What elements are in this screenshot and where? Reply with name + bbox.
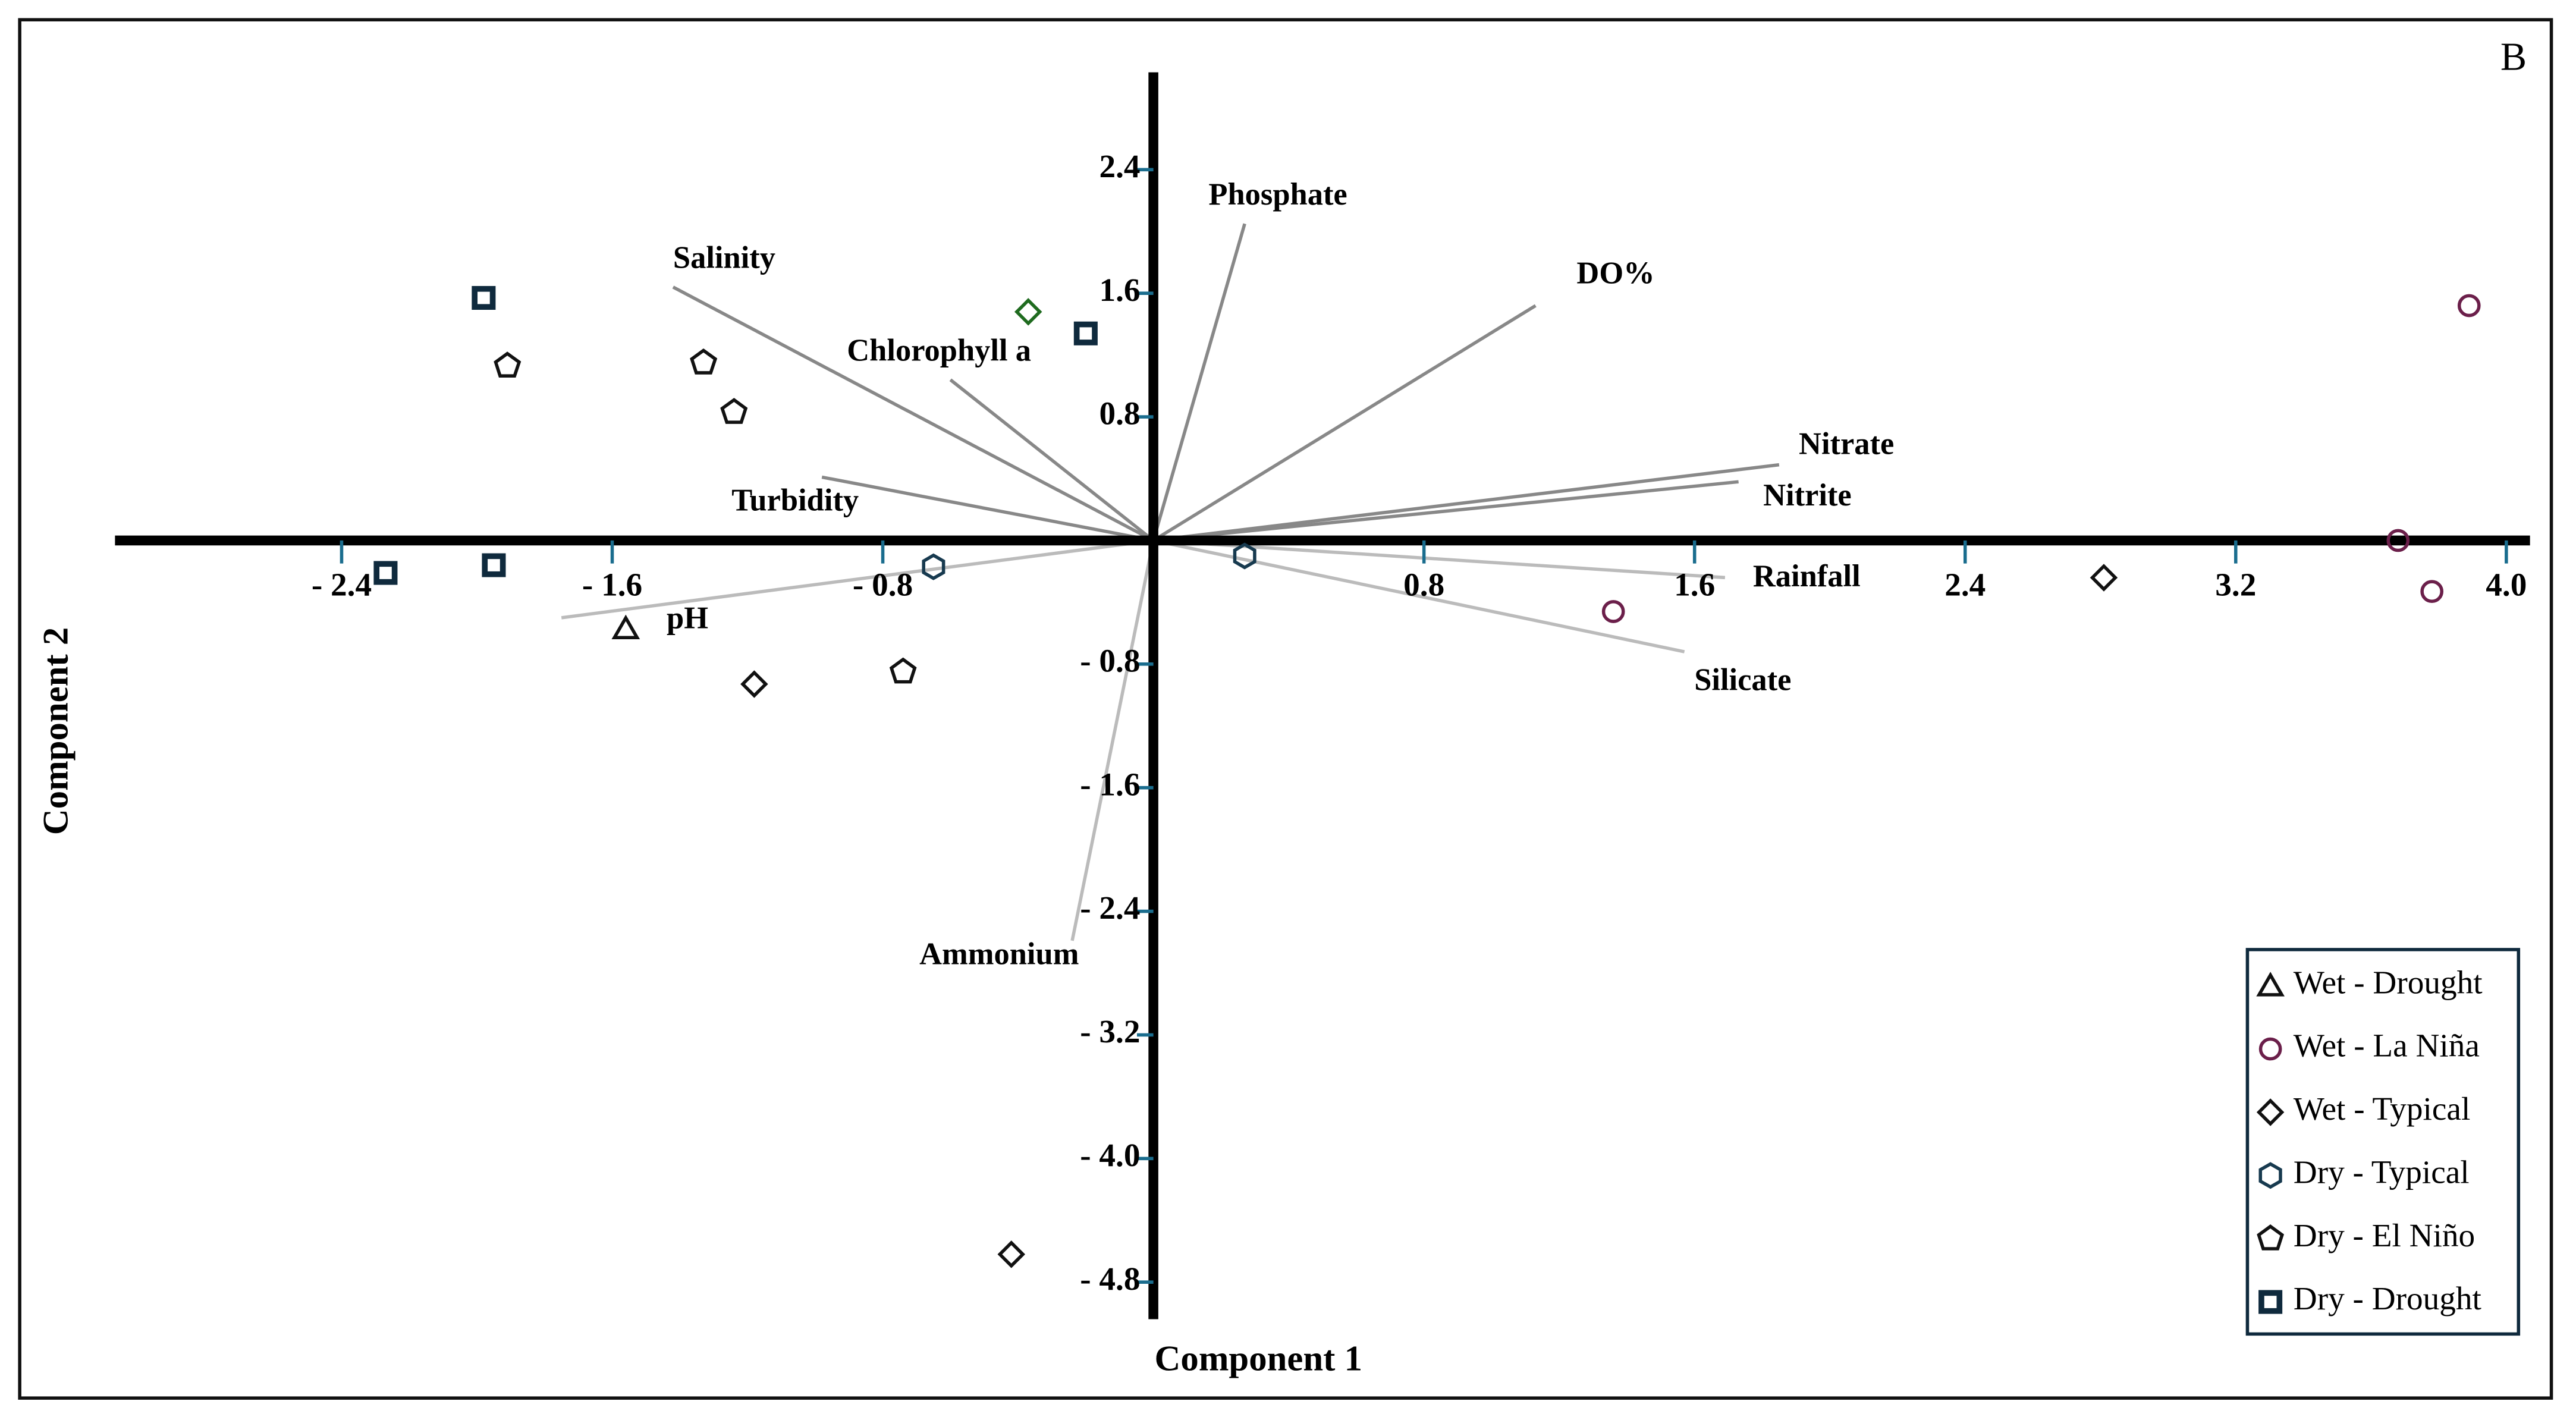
loading-vector bbox=[672, 285, 1154, 542]
y-tick-label: - 0.8 bbox=[1080, 642, 1140, 678]
point bbox=[2256, 1098, 2285, 1126]
loading-label: Ammonium bbox=[919, 937, 1079, 972]
points bbox=[373, 285, 2481, 1268]
y-tick-label: - 3.2 bbox=[1080, 1013, 1140, 1050]
point bbox=[1601, 600, 1625, 623]
legend-label: Wet - La Niña bbox=[2294, 1028, 2480, 1064]
loading-vector bbox=[1153, 480, 1739, 542]
point bbox=[2257, 1224, 2284, 1251]
loading-label: Nitrite bbox=[1763, 478, 1852, 513]
y-tick-label: - 2.4 bbox=[1080, 890, 1140, 926]
loadings: Phosphate DO% Salinity Chlorophyll a Turbidi… bbox=[561, 177, 1894, 972]
point bbox=[1233, 542, 1256, 570]
point bbox=[922, 553, 945, 580]
x-tick-label: - 0.8 bbox=[853, 567, 913, 603]
point bbox=[690, 348, 718, 375]
point bbox=[740, 670, 768, 698]
y-axis-title: Component 2 bbox=[36, 627, 76, 835]
point bbox=[2258, 1290, 2283, 1314]
x-tick-label: 3.2 bbox=[2215, 567, 2256, 603]
loading-label: DO% bbox=[1576, 256, 1654, 290]
loading-vector bbox=[949, 378, 1155, 542]
point bbox=[482, 553, 506, 577]
point bbox=[2258, 1037, 2282, 1061]
point bbox=[1014, 298, 1042, 326]
legend-label: Wet - Drought bbox=[2294, 964, 2483, 1000]
x-tick-label: 2.4 bbox=[1944, 567, 1986, 603]
loading-label: Rainfall bbox=[1753, 559, 1861, 593]
point bbox=[2420, 580, 2444, 604]
x-axis-title: Component 1 bbox=[1155, 1339, 1362, 1378]
point bbox=[2457, 294, 2481, 318]
y-tick-label: 0.8 bbox=[1099, 395, 1140, 432]
legend: Wet - Drought Wet - La Niña Wet - Typical D… bbox=[2245, 948, 2521, 1336]
loading-vector bbox=[821, 475, 1154, 542]
loading-vector bbox=[1153, 539, 1685, 653]
x-tick-label: 0.8 bbox=[1403, 567, 1444, 603]
point bbox=[2258, 1162, 2282, 1189]
legend-label: Dry - Typical bbox=[2294, 1154, 2470, 1190]
point bbox=[2386, 529, 2410, 552]
y-tick-label: 2.4 bbox=[1099, 148, 1140, 184]
loading-vector bbox=[1153, 463, 1780, 542]
x-tick-label: - 1.6 bbox=[582, 567, 642, 603]
x-tick-label: - 2.4 bbox=[312, 567, 372, 603]
legend-label: Dry - El Niño bbox=[2294, 1217, 2475, 1253]
y-tick-label: - 4.0 bbox=[1080, 1137, 1140, 1173]
legend-label: Wet - Typical bbox=[2294, 1091, 2471, 1127]
loading-label: Nitrate bbox=[1799, 426, 1894, 461]
point bbox=[997, 1240, 1025, 1268]
loading-label: pH bbox=[667, 601, 708, 635]
loading-vector bbox=[561, 539, 1154, 620]
legend-box bbox=[2245, 948, 2521, 1336]
point bbox=[472, 285, 496, 310]
point bbox=[2256, 972, 2285, 997]
y-tick-label: 1.6 bbox=[1099, 272, 1140, 308]
frame bbox=[18, 18, 2553, 1400]
panel-label: B bbox=[2500, 36, 2527, 79]
y-tick-label: - 4.8 bbox=[1080, 1261, 1140, 1297]
loading-vector bbox=[1152, 304, 1537, 542]
loading-vector bbox=[1070, 540, 1155, 941]
point bbox=[1073, 321, 1098, 345]
point bbox=[2090, 564, 2118, 592]
point bbox=[889, 657, 917, 684]
axes: - 2.4 - 1.6 - 0.8 0.8 1.6 2.4 3.2 4.0 2.4 1.6 0.8 -… bbox=[115, 72, 2530, 1319]
loading-label: Silicate bbox=[1694, 663, 1791, 697]
x-tick-label: 4.0 bbox=[2486, 567, 2527, 603]
legend-label: Dry - Drought bbox=[2294, 1280, 2482, 1317]
loading-label: Chlorophyll a bbox=[847, 334, 1031, 368]
point bbox=[611, 614, 640, 640]
loading-label: Turbidity bbox=[731, 483, 859, 518]
point bbox=[720, 398, 748, 424]
loading-label: Salinity bbox=[673, 241, 775, 275]
loading-vector bbox=[1151, 223, 1246, 541]
loading-label: Phosphate bbox=[1208, 177, 1347, 212]
x-tick-label: 1.6 bbox=[1674, 567, 1715, 603]
y-tick-label: - 1.6 bbox=[1080, 766, 1140, 802]
point bbox=[494, 351, 522, 378]
point bbox=[373, 561, 398, 585]
